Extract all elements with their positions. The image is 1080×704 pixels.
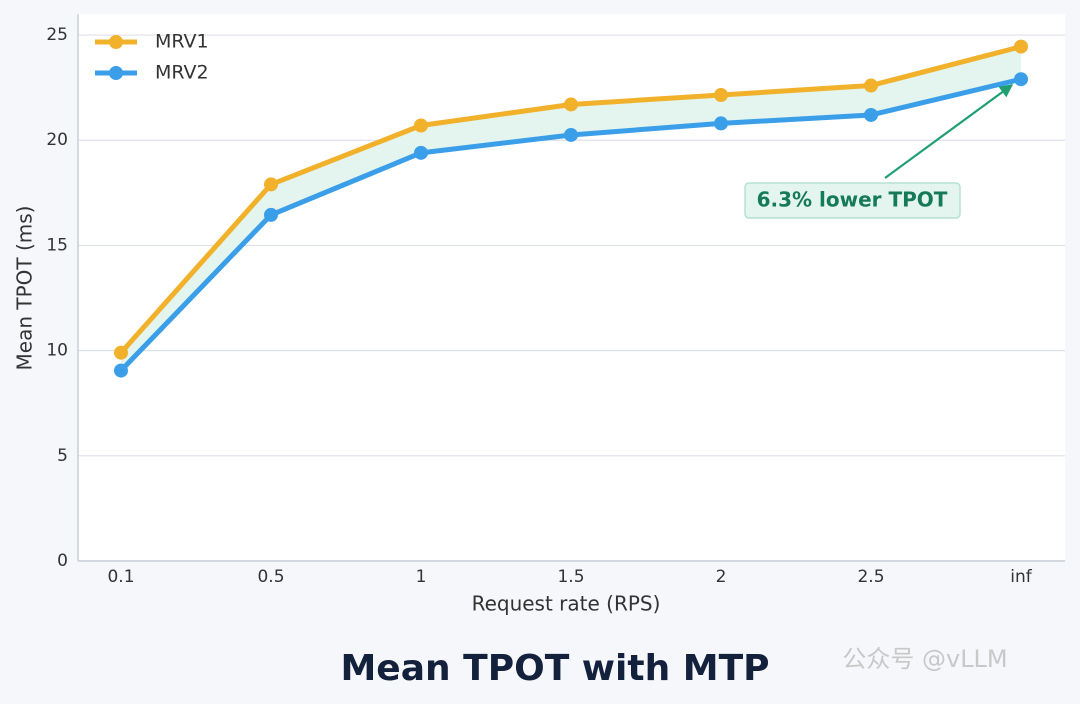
legend-label: MRV1	[155, 31, 209, 53]
y-tick-label: 20	[46, 130, 68, 150]
data-point	[1014, 39, 1028, 54]
legend-label: MRV2	[155, 62, 209, 84]
x-tick-label: 0.5	[257, 567, 284, 587]
legend-marker	[109, 66, 123, 80]
data-point	[414, 118, 428, 133]
data-point	[264, 207, 278, 222]
data-point	[864, 107, 878, 122]
x-tick-label: inf	[1010, 567, 1032, 587]
data-point	[114, 363, 128, 378]
chart-title: Mean TPOT with MTP	[340, 648, 769, 689]
data-point	[414, 145, 428, 160]
annotation-box	[744, 182, 961, 219]
data-point	[114, 345, 128, 360]
annotation-arrow	[884, 84, 1014, 179]
legend-marker	[109, 35, 123, 49]
x-tick-label: 2	[716, 567, 727, 587]
y-tick-label: 15	[46, 235, 68, 255]
data-point	[1014, 72, 1028, 87]
annotation: 6.3% lower TPOT	[757, 188, 948, 212]
data-point	[564, 127, 578, 142]
x-tick-label: 1	[416, 567, 427, 587]
data-point	[714, 87, 728, 102]
data-point	[564, 97, 578, 112]
y-tick-label: 10	[46, 341, 68, 361]
x-tick-label: 2.5	[857, 567, 884, 587]
y-axis-label: Mean TPOT (ms)	[13, 206, 37, 371]
x-tick-label: 1.5	[557, 567, 584, 587]
data-point	[264, 177, 278, 192]
y-tick-label: 25	[46, 25, 68, 45]
data-point	[864, 78, 878, 93]
x-axis-label: Request rate (RPS)	[472, 592, 661, 616]
data-point	[714, 116, 728, 131]
x-tick-label: 0.1	[107, 567, 134, 587]
y-tick-label: 0	[57, 551, 68, 571]
watermark: 公众号 @vLLM	[842, 645, 1007, 673]
y-tick-label: 5	[57, 446, 68, 466]
